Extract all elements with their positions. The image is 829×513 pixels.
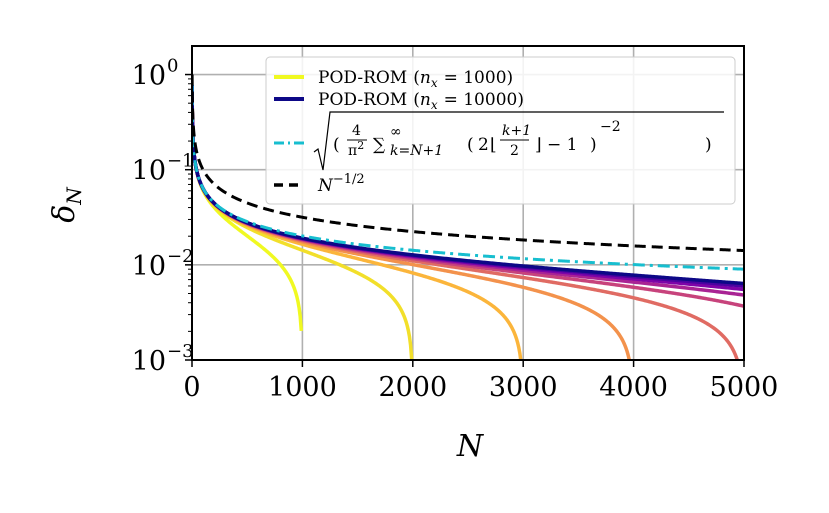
legend-label-nx10000-text: POD-ROM (318, 90, 407, 110)
legend-big-paren-close: ) (705, 135, 712, 155)
svg-text:N−1/2: N−1/2 (317, 172, 365, 196)
series-line-nx10000 (192, 85, 744, 286)
legend-sum-sub: k=N+1 (390, 143, 443, 159)
y-tick-label-sup-2: −2 (167, 246, 194, 267)
y-tick-label-1: 10 (132, 156, 166, 187)
legend-inner-paren-open: ( (467, 135, 474, 155)
x-tick-label-5: 5000 (710, 372, 779, 403)
y-tick-label-3: 10 (132, 346, 166, 377)
legend-entry-rate: N−1/2 (274, 172, 365, 196)
x-tick-label-0: 0 (183, 372, 200, 403)
legend-frac-den: π (348, 143, 357, 159)
y-axis-label: δN (47, 186, 86, 223)
y-tick-label-sup-1: −1 (167, 151, 194, 172)
series-layer (192, 74, 744, 360)
x-axis-label: N (456, 429, 485, 464)
legend-label-nx10000-sub: x (431, 98, 438, 112)
legend-outer-sup: −2 (600, 119, 621, 135)
legend-sum-sup: ∞ (390, 124, 402, 140)
series-line-rate (192, 74, 744, 253)
svg-text:δN: δN (47, 186, 86, 223)
legend-big-paren-open: ( (333, 135, 340, 155)
y-tick-label-0: 10 (132, 61, 166, 92)
y-tick-label-sup-3: −3 (167, 341, 194, 362)
svg-text:π2: π2 (348, 139, 364, 159)
legend-frame (265, 56, 736, 205)
y-tick-label-sup-0: 0 (167, 56, 178, 77)
plot-frame (191, 45, 745, 361)
legend-floor-open: ⌊ (490, 135, 497, 155)
legend-label-nx1000-sub: x (431, 76, 438, 90)
svg-text:POD-ROM(nx= 1000): POD-ROM (nx = 1000) (318, 68, 513, 90)
legend-label-nx1000-var: n (420, 68, 431, 88)
legend-label-nx10000-eq: = 10000 (444, 90, 518, 110)
legend-entry-nx1000: POD-ROM (nx = 1000) (274, 68, 513, 90)
legend-label-nx1000-eq: = 1000 (444, 68, 507, 88)
legend-inner-paren-close: ) (590, 135, 597, 155)
x-tick-label-1: 1000 (268, 372, 337, 403)
series-line-bound (192, 85, 744, 271)
legend-floor-close: ⌋ − 1 (535, 135, 578, 155)
legend-sum-symbol: ∑ (373, 135, 385, 155)
legend-frac-num: 4 (352, 123, 361, 139)
x-tick-label-4: 4000 (599, 372, 668, 403)
legend-entry-nx10000: POD-ROM (nx = 10000) (274, 90, 524, 112)
legend-label-nx1000-text: POD-ROM (318, 68, 407, 88)
legend-label-nx10000-var: n (420, 90, 431, 110)
legend-rate-sup: −1/2 (333, 172, 365, 187)
legend-inner-den: 2 (510, 143, 519, 159)
x-tick-label-2: 2000 (378, 372, 447, 403)
legend-frac-den-sup: 2 (357, 139, 364, 152)
legend-sqrt-sign (313, 111, 724, 171)
svg-text:POD-ROM(nx= 10000): POD-ROM (nx = 10000) (318, 90, 524, 112)
legend-rate-base: N (317, 176, 334, 196)
legend-entry-bound: ( 4 π2 ∑ ∞ k=N+1 ( 2 ⌊ k+1 2 ⌋ − 1 ) −2 … (274, 111, 724, 171)
legend-inner-two: 2 (478, 135, 489, 155)
legend-inner-num: k+1 (502, 123, 531, 139)
x-tick-label-3: 3000 (489, 372, 558, 403)
legend: POD-ROM ( nx = 1000) POD-ROM ( nx = 10000) ( 4… (265, 56, 736, 205)
y-axis-label-main: δ (47, 205, 82, 223)
y-axis-label-sub: N (62, 186, 86, 206)
y-tick-label-2: 10 (132, 251, 166, 282)
